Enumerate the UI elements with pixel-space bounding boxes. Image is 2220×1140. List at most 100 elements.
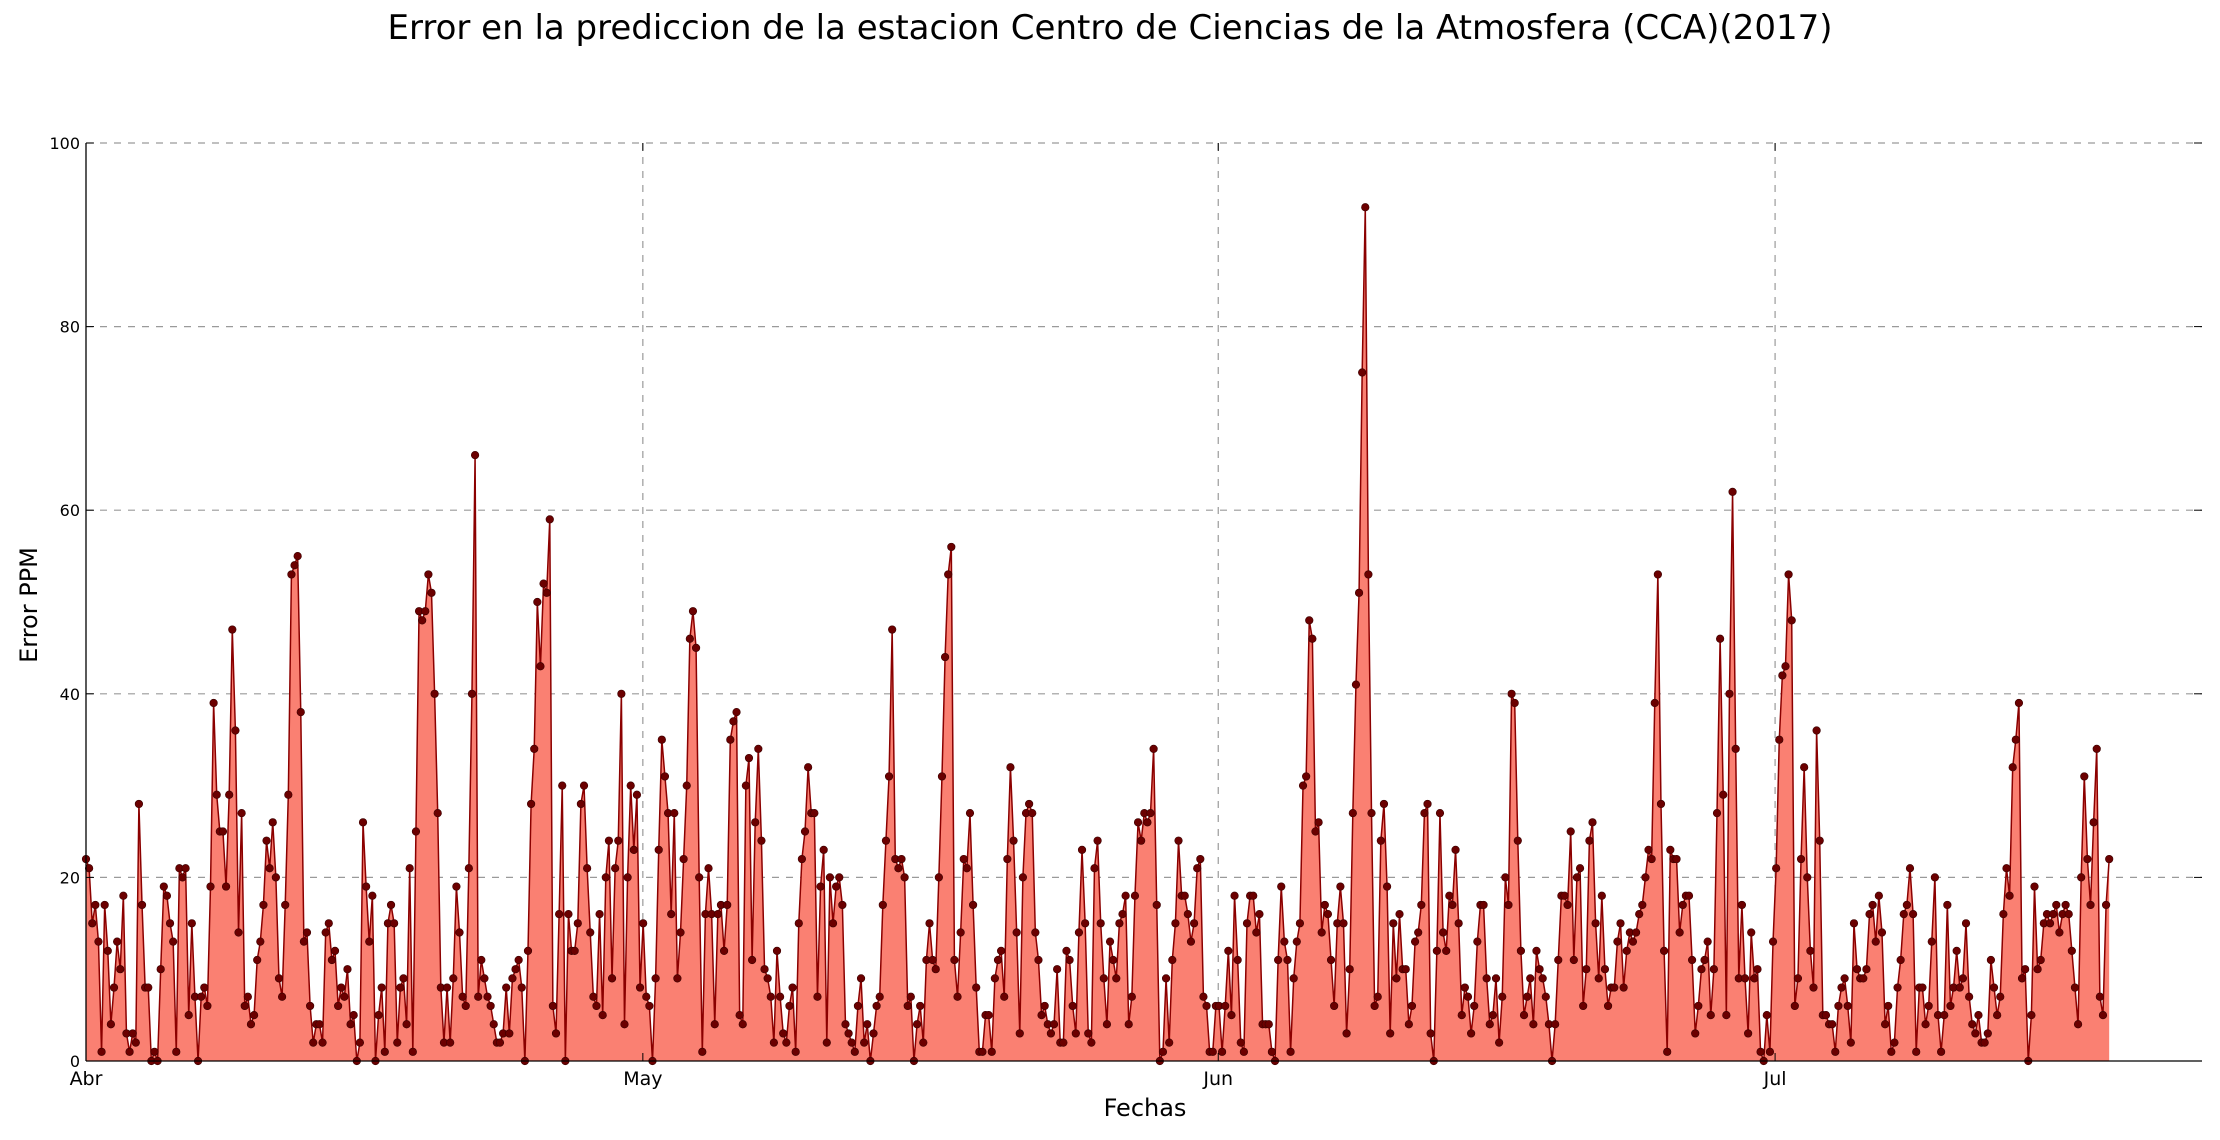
data-point [990, 974, 999, 983]
data-point [1289, 974, 1298, 983]
data-point [1012, 928, 1021, 937]
data-point [1762, 1010, 1771, 1020]
data-point [810, 809, 819, 818]
data-point [2080, 772, 2089, 781]
data-point [804, 763, 813, 772]
data-point [324, 919, 333, 928]
data-point [1395, 910, 1404, 919]
data-point [903, 1001, 912, 1011]
data-point [169, 937, 178, 946]
data-point [1582, 965, 1591, 974]
data-point [1862, 965, 1871, 974]
data-point [723, 900, 732, 910]
data-point [1392, 974, 1401, 983]
data-point [1183, 910, 1192, 919]
data-point [583, 864, 592, 873]
data-point [1161, 974, 1171, 983]
data-point [1803, 873, 1812, 882]
data-point [691, 643, 701, 653]
data-point [1999, 910, 2008, 919]
data-point [262, 836, 271, 845]
data-point [228, 625, 237, 634]
data-point [2067, 946, 2076, 955]
data-point [1622, 946, 1631, 955]
data-point [1221, 1001, 1230, 1011]
data-point [1884, 1001, 1893, 1011]
data-point [1647, 854, 1656, 864]
data-point [1927, 937, 1936, 946]
data-point [1800, 763, 1809, 772]
data-point [402, 1020, 411, 1029]
data-point [1784, 570, 1793, 579]
data-point [1538, 974, 1547, 983]
data-point [302, 928, 312, 937]
data-point [1090, 864, 1099, 873]
data-point [2105, 854, 2114, 864]
data-point [253, 955, 262, 965]
data-point [1298, 781, 1308, 790]
data-point [997, 946, 1006, 955]
data-point [1314, 818, 1323, 827]
data-point [1507, 689, 1516, 698]
data-point [1968, 1020, 1977, 1029]
data-point [776, 992, 785, 1001]
data-point [1326, 955, 1336, 965]
data-point [1890, 1038, 1899, 1047]
data-point [825, 873, 835, 882]
data-point [1597, 891, 1606, 900]
data-point [1006, 763, 1015, 772]
data-point [822, 1038, 831, 1047]
data-point [467, 689, 477, 698]
data-point [1488, 1010, 1497, 1020]
data-point [1404, 1020, 1413, 1029]
data-point [2061, 900, 2070, 910]
data-point [1650, 698, 1659, 708]
data-point [408, 1047, 417, 1056]
data-point [1302, 772, 1311, 781]
data-point [418, 616, 427, 625]
data-point [1993, 1010, 2002, 1020]
data-point [483, 992, 492, 1001]
data-point [1109, 955, 1118, 965]
data-point [1937, 1047, 1946, 1056]
x-tick-label: May [623, 1068, 662, 1090]
data-point [570, 946, 579, 955]
data-point [159, 882, 168, 891]
data-point [545, 515, 554, 524]
data-point [125, 1047, 134, 1056]
data-point [2095, 992, 2104, 1001]
data-point [1678, 900, 1687, 910]
data-point [1965, 992, 1974, 1001]
data-point [1902, 900, 1911, 910]
data-point [598, 1010, 607, 1020]
data-point [1336, 882, 1345, 891]
series-area [86, 207, 2110, 1061]
data-point [1700, 955, 1709, 965]
data-point [965, 809, 975, 818]
data-point [1809, 983, 1818, 992]
data-point [1659, 946, 1669, 955]
data-point [1526, 974, 1535, 983]
data-point [218, 827, 228, 836]
data-point [1432, 946, 1441, 955]
data-point [1323, 910, 1333, 919]
data-point [131, 1038, 140, 1047]
data-point [1566, 827, 1575, 836]
data-point [424, 570, 433, 579]
data-point [872, 1001, 881, 1011]
data-point [1093, 836, 1102, 845]
data-point [1354, 588, 1364, 597]
data-point [1971, 1029, 1980, 1038]
data-point [1737, 900, 1747, 910]
data-point [1158, 1047, 1168, 1056]
data-point [869, 1029, 878, 1038]
data-point [1706, 1010, 1715, 1020]
data-point [464, 864, 473, 873]
data-point [1725, 689, 1734, 698]
data-point [962, 864, 971, 873]
data-point [2002, 864, 2011, 873]
data-point [1426, 1029, 1435, 1038]
x-tick-label: Abr [70, 1068, 103, 1090]
data-point [1423, 799, 1432, 809]
data-point [455, 928, 464, 937]
